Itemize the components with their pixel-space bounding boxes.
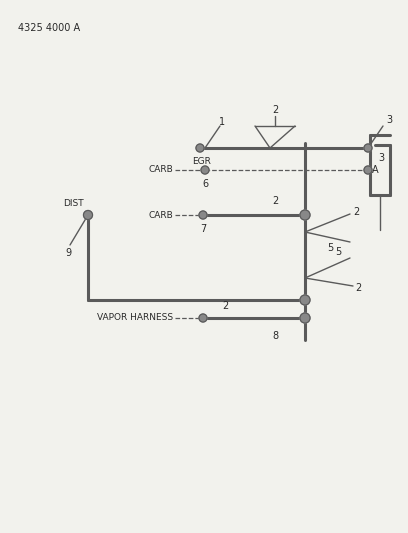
Text: 2: 2	[222, 301, 228, 311]
Circle shape	[199, 211, 207, 219]
Text: CARB: CARB	[148, 166, 173, 174]
Text: 9: 9	[65, 248, 71, 258]
Circle shape	[300, 210, 310, 220]
Text: 5: 5	[327, 243, 333, 253]
Circle shape	[201, 166, 209, 174]
Text: 4325 4000 A: 4325 4000 A	[18, 23, 80, 33]
Circle shape	[300, 313, 310, 323]
Text: 1: 1	[219, 117, 225, 127]
Text: 2: 2	[355, 283, 361, 293]
Circle shape	[84, 211, 93, 220]
Text: 2: 2	[272, 105, 278, 115]
Text: 8: 8	[272, 331, 278, 341]
Text: CARB: CARB	[148, 211, 173, 220]
Text: VAPOR HARNESS: VAPOR HARNESS	[97, 313, 173, 322]
Circle shape	[364, 166, 372, 174]
Circle shape	[199, 314, 207, 322]
Text: 6: 6	[202, 179, 208, 189]
Text: 2: 2	[272, 196, 278, 206]
Text: 3: 3	[386, 115, 392, 125]
Circle shape	[364, 144, 372, 152]
Text: A: A	[372, 165, 379, 175]
Circle shape	[300, 295, 310, 305]
Text: 5: 5	[335, 247, 341, 257]
Circle shape	[196, 144, 204, 152]
Text: 2: 2	[353, 207, 359, 217]
Text: 7: 7	[200, 224, 206, 234]
Text: 3: 3	[378, 153, 384, 163]
Text: DIST: DIST	[63, 198, 84, 207]
Text: EGR: EGR	[193, 157, 211, 166]
